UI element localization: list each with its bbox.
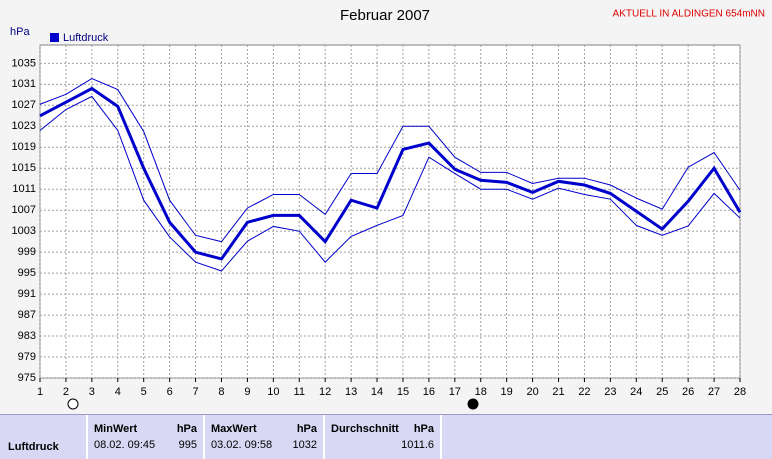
stats-table: Luftdruck MinWert hPa 08.02. 09:45 995 M… (0, 414, 772, 459)
line-series (39, 95, 741, 272)
y-tick-label: 987 (18, 309, 36, 321)
row-label: Luftdruck (8, 441, 59, 453)
x-tick-label: 22 (578, 386, 590, 398)
line-series (39, 86, 742, 261)
moon-icon (67, 398, 79, 410)
x-tick-label: 10 (267, 386, 279, 398)
x-tick-label: 14 (371, 386, 383, 398)
line-series (39, 78, 741, 243)
x-tick-label: 20 (526, 386, 538, 398)
header: hPa (176, 423, 197, 435)
y-tick-label: 1003 (12, 225, 36, 237)
moon-icon (467, 398, 479, 410)
x-tick-label: 24 (630, 386, 642, 398)
table-col: Durchschnitt hPa 1011.6 (325, 415, 442, 459)
x-tick-label: 19 (501, 386, 513, 398)
cell: 03.02. 09:58 (211, 439, 273, 451)
y-tick-label: 1023 (12, 120, 36, 132)
x-tick-label: 5 (141, 386, 147, 398)
y-tick-label: 1031 (12, 78, 36, 90)
x-tick-label: 17 (449, 386, 461, 398)
plot-area (39, 44, 741, 379)
x-tick-label: 2 (63, 386, 69, 398)
x-tick-label: 11 (294, 386, 305, 398)
x-tick-label: 9 (244, 386, 250, 398)
cell: 995 (178, 439, 197, 451)
x-tick-label: 28 (734, 386, 746, 398)
x-tick-label: 25 (656, 386, 668, 398)
y-tick-label: 1027 (12, 99, 36, 111)
y-tick-label: 1011 (12, 183, 36, 195)
y-tick-label: 1007 (12, 204, 36, 216)
chart: Februar 2007 AKTUELL IN ALDINGEN 654mNN … (10, 7, 765, 410)
y-axis-label: hPa (10, 26, 30, 38)
x-tick-label: 1 (37, 386, 43, 398)
x-tick-label: 12 (319, 386, 331, 398)
x-tick-label: 27 (708, 386, 720, 398)
y-tick-label: 1035 (12, 57, 36, 69)
y-tick-label: 975 (18, 372, 36, 384)
legend-swatch (50, 33, 59, 42)
header: MinWert (94, 423, 138, 435)
x-tick-label: 26 (682, 386, 694, 398)
legend-label: Luftdruck (63, 32, 109, 44)
x-tick-label: 6 (167, 386, 173, 398)
x-tick-label: 3 (89, 386, 95, 398)
y-tick-label: 1019 (12, 141, 36, 153)
x-tick-label: 16 (423, 386, 435, 398)
y-tick-label: 979 (18, 351, 36, 363)
y-tick-label: 999 (18, 246, 36, 258)
cell: 08.02. 09:45 (94, 439, 156, 451)
header: Durchschnitt (331, 423, 399, 435)
x-tick-label: 13 (345, 386, 357, 398)
header: hPa (296, 423, 317, 435)
y-tick-label: 991 (18, 288, 36, 300)
x-tick-label: 23 (604, 386, 616, 398)
table-col: Luftdruck (0, 415, 88, 459)
x-tick-label: 18 (475, 386, 487, 398)
x-tick-label: 7 (192, 386, 198, 398)
subtitle: AKTUELL IN ALDINGEN 654mNN (613, 9, 765, 20)
cell: 1011.6 (401, 439, 434, 451)
y-tick-label: 995 (18, 267, 36, 279)
x-tick-label: 21 (552, 386, 564, 398)
y-tick-label: 983 (18, 330, 36, 342)
header: MaxWert (211, 423, 257, 435)
table-col: MaxWert hPa 03.02. 09:58 1032 (205, 415, 325, 459)
cell: 1032 (292, 439, 317, 451)
x-tick-label: 8 (218, 386, 224, 398)
y-tick-label: 1015 (12, 162, 36, 174)
chart-title: Februar 2007 (340, 7, 430, 24)
header: hPa (413, 423, 434, 435)
table-col: MinWert hPa 08.02. 09:45 995 (88, 415, 205, 459)
x-tick-label: 4 (115, 386, 121, 398)
x-tick-label: 15 (397, 386, 409, 398)
